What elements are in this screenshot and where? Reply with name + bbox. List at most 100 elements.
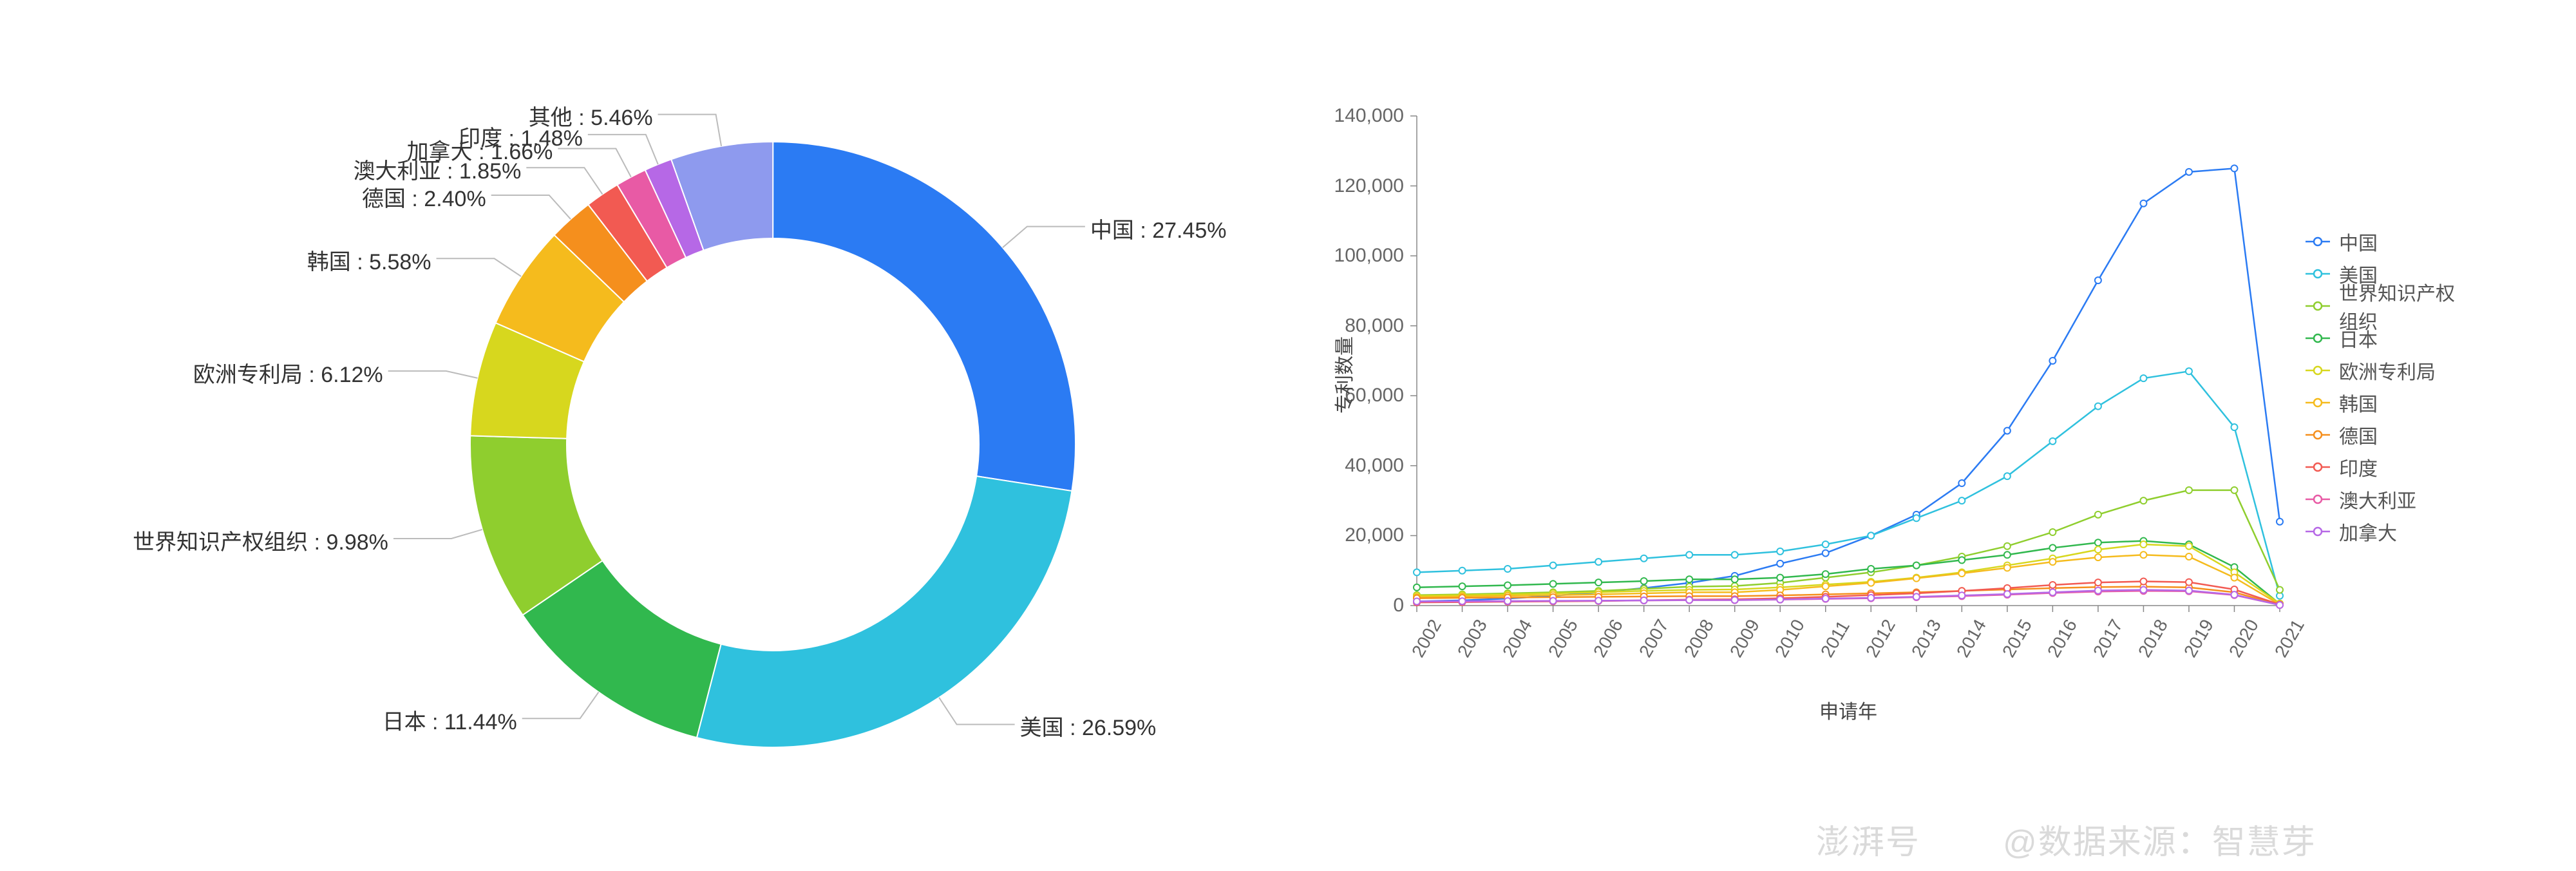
- y-tick-label: 100,000: [1334, 245, 1404, 267]
- legend-item: 世界知识产权组织: [2306, 290, 2460, 322]
- series-point: [1777, 548, 1783, 555]
- series-point: [2231, 487, 2237, 493]
- series-point: [1777, 560, 1783, 567]
- series-point: [2140, 541, 2146, 548]
- legend-marker-icon: [2306, 268, 2330, 280]
- series-point: [2095, 546, 2101, 553]
- donut-leader-line: [388, 371, 478, 378]
- series-point: [2140, 579, 2146, 585]
- series-point: [2004, 564, 2011, 571]
- series-point: [1414, 569, 1420, 575]
- donut-leader-line: [522, 692, 599, 718]
- series-point: [1958, 570, 1965, 577]
- series-point: [1913, 575, 1920, 582]
- donut-leader-line: [558, 149, 630, 177]
- legend-item: 德国: [2306, 419, 2460, 451]
- series-point: [2049, 544, 2056, 551]
- series-point: [1595, 579, 1602, 586]
- donut-leader-line: [588, 135, 658, 164]
- series-point: [2049, 438, 2056, 445]
- series-point: [2140, 497, 2146, 504]
- series-point: [1504, 598, 1511, 604]
- series-point: [2231, 591, 2237, 598]
- watermark-text: @数据来源：智慧芽: [2003, 815, 2316, 863]
- donut-slice: [773, 142, 1075, 491]
- series-point: [1823, 583, 1829, 589]
- series-point: [1550, 580, 1557, 587]
- donut-slice-label: 中国 : 27.45%: [1090, 213, 1227, 244]
- donut-slice-label: 欧洲专利局 : 6.12%: [193, 357, 383, 388]
- donut-leader-line: [658, 115, 722, 146]
- series-point: [1823, 541, 1829, 548]
- series-point: [2277, 519, 2283, 525]
- y-axis-title: 专利数量: [1329, 336, 1357, 414]
- series-point: [2231, 165, 2237, 171]
- donut-svg: [77, 39, 1185, 799]
- watermark-text: 澎湃号: [1816, 815, 1920, 863]
- series-point: [2277, 587, 2283, 593]
- series-point: [2095, 588, 2101, 594]
- series-point: [2186, 487, 2192, 493]
- donut-leader-line: [1003, 227, 1085, 248]
- series-point: [2231, 424, 2237, 430]
- donut-leader-line: [393, 530, 482, 539]
- series-point: [2049, 529, 2056, 535]
- series-point: [2186, 579, 2192, 586]
- series-point: [1732, 597, 1738, 603]
- series-point: [1868, 532, 1874, 539]
- series-point: [1504, 582, 1511, 589]
- series-point: [2140, 587, 2146, 593]
- series-line: [1417, 371, 2280, 596]
- series-point: [1868, 566, 1874, 572]
- series-point: [1595, 597, 1602, 604]
- series-point: [2186, 169, 2192, 175]
- donut-leader-line: [491, 195, 571, 219]
- series-point: [2049, 358, 2056, 364]
- series-point: [1777, 575, 1783, 581]
- series-point: [2004, 428, 2011, 434]
- series-point: [2049, 559, 2056, 565]
- series-point: [2186, 553, 2192, 560]
- legend-label: 欧洲专利局: [2339, 356, 2436, 385]
- legend-item: 加拿大: [2306, 515, 2460, 548]
- series-point: [1823, 595, 1829, 602]
- series-point: [2095, 554, 2101, 560]
- series-point: [1550, 562, 1557, 569]
- series-point: [1595, 559, 1602, 565]
- donut-slice-label: 日本 : 11.44%: [383, 704, 517, 736]
- series-point: [1641, 597, 1647, 604]
- series-point: [1732, 576, 1738, 582]
- legend-label: 加拿大: [2339, 517, 2397, 546]
- legend-marker-icon: [2306, 332, 2330, 344]
- series-point: [1958, 480, 1965, 486]
- series-point: [1823, 550, 1829, 557]
- series-point: [1459, 583, 1466, 589]
- series-point: [2140, 551, 2146, 558]
- series-point: [1504, 566, 1511, 572]
- series-point: [1550, 598, 1557, 604]
- series-point: [1777, 597, 1783, 603]
- series-point: [2277, 602, 2283, 608]
- legend-marker-icon: [2306, 300, 2330, 312]
- series-point: [1686, 597, 1692, 603]
- donut-slice-label: 其他 : 5.46%: [529, 100, 653, 131]
- legend-item: 韩国: [2306, 387, 2460, 419]
- legend-label: 澳大利亚: [2339, 485, 2416, 513]
- series-point: [2004, 591, 2011, 597]
- series-point: [1459, 598, 1466, 604]
- donut-chart: 中国 : 27.45%美国 : 26.59%日本 : 11.44%世界知识产权组…: [77, 39, 1185, 799]
- legend-label: 韩国: [2339, 388, 2378, 417]
- line-chart-legend: 中国美国世界知识产权组织日本欧洲专利局韩国德国印度澳大利亚加拿大: [2306, 225, 2460, 548]
- series-point: [1958, 557, 1965, 563]
- series-point: [2186, 543, 2192, 550]
- donut-leader-line: [526, 168, 602, 194]
- y-tick-label: 20,000: [1345, 524, 1404, 546]
- legend-item: 澳大利亚: [2306, 483, 2460, 515]
- series-point: [2140, 375, 2146, 381]
- series-point: [1913, 515, 1920, 521]
- y-tick-label: 40,000: [1345, 455, 1404, 477]
- series-point: [1686, 576, 1692, 582]
- series-point: [1459, 568, 1466, 574]
- series-point: [2186, 588, 2192, 594]
- series-point: [1414, 584, 1420, 591]
